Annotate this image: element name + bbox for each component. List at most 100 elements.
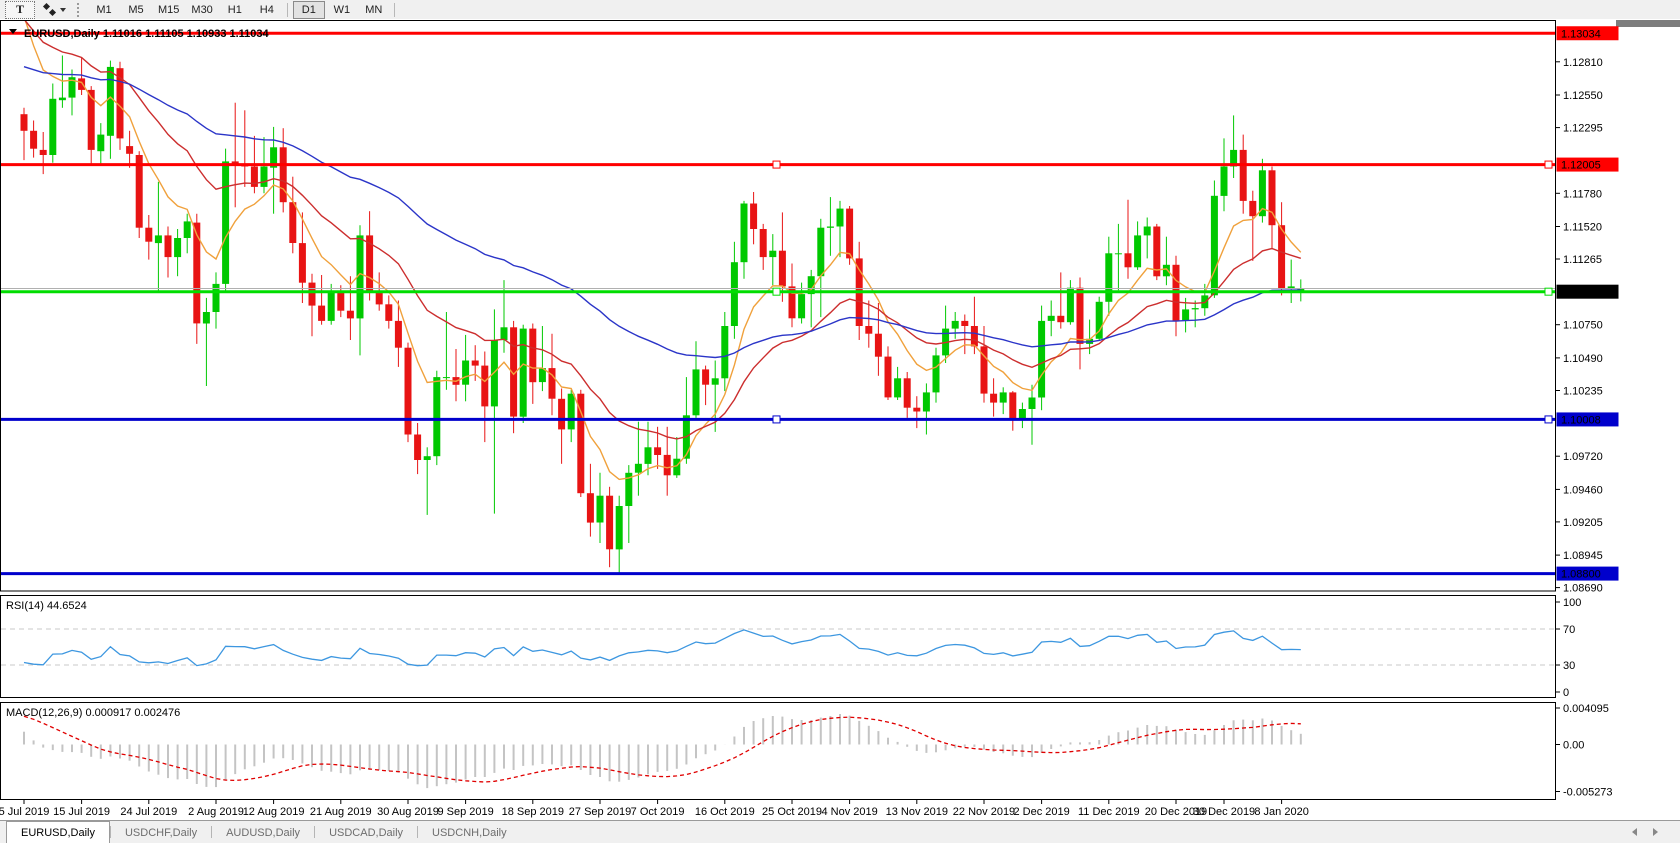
- toolbar: T M1 M5 M15 M30 H1 H4 D1 W1 MN: [0, 0, 1680, 19]
- date-axis-label: 13 Nov 2019: [886, 806, 948, 818]
- main-chart-panel[interactable]: [0, 20, 1556, 592]
- tab-scroll-right-icon[interactable]: [1653, 828, 1658, 836]
- macd-label: MACD(12,26,9) 0.000917 0.002476: [6, 707, 180, 719]
- moving-average-lines: [23, 21, 1302, 481]
- candlestick-series: [20, 55, 1305, 575]
- date-axis-label: 5 Jul 2019: [0, 806, 49, 818]
- price-scale-label: 1.10490: [1563, 353, 1603, 365]
- hline-handle: [1544, 160, 1553, 169]
- hline-handle: [772, 415, 781, 424]
- price-tag: [1556, 566, 1619, 581]
- toolbar-grip[interactable]: [77, 2, 83, 17]
- timeframe-button-m1[interactable]: M1: [96, 3, 112, 16]
- hline-handle: [1544, 287, 1553, 296]
- timeframe-button-m5[interactable]: M5: [128, 3, 144, 16]
- timeframe-toolbar: M1 M5 M15 M30 H1 H4 D1 W1 MN: [89, 0, 398, 19]
- rsi-scale-label: 30: [1563, 660, 1575, 672]
- macd-indicator: [23, 714, 1302, 789]
- arrows-icon: [42, 2, 57, 16]
- timeframe-button-mn[interactable]: MN: [365, 3, 383, 16]
- rsi-scale-label: 70: [1563, 624, 1575, 636]
- timeframe-button-h4[interactable]: H4: [259, 3, 274, 16]
- price-scale-label: 1.08945: [1563, 550, 1603, 562]
- price-scale-label: 1.12810: [1563, 57, 1603, 69]
- arrows-tool-dropdown[interactable]: [38, 2, 71, 18]
- price-scale-label: 1.09205: [1563, 517, 1603, 529]
- price-scale-label: 1.10235: [1563, 386, 1603, 398]
- tab-scroll-left-icon[interactable]: [1632, 828, 1637, 836]
- date-axis-label: 27 Sep 2019: [569, 806, 631, 818]
- window-decor-block: [1616, 20, 1680, 27]
- price-tag-label: 1.08800: [1561, 569, 1601, 581]
- date-axis-label: 20 Dec 2019: [1145, 806, 1207, 818]
- rsi-line: [23, 629, 1301, 667]
- price-scale-label: 1.09460: [1563, 484, 1603, 496]
- tab-usdcad[interactable]: USDCAD,Daily: [329, 827, 404, 839]
- timeframe-button-w1[interactable]: W1: [333, 3, 351, 16]
- date-axis-label: 21 Aug 2019: [310, 806, 372, 818]
- rsi-scale-label: 0: [1563, 687, 1569, 699]
- date-axis-label: 11 Dec 2019: [1078, 806, 1140, 818]
- hline-drag-handles[interactable]: [772, 160, 1553, 424]
- macd-signal-line: [23, 715, 1301, 783]
- ma-slow-line: [23, 66, 1301, 359]
- rsi-indicator: [1, 628, 1555, 667]
- price-tag: [1556, 157, 1619, 172]
- one-click-trading-arrow[interactable]: [9, 29, 17, 34]
- tab-usdcnh[interactable]: USDCNH,Daily: [432, 827, 507, 839]
- tab-scroll-arrows: [1632, 821, 1658, 843]
- price-scale-label: 1.08690: [1563, 583, 1603, 595]
- price-tag: [1556, 412, 1619, 427]
- price-scale-label: 1.11265: [1563, 254, 1602, 266]
- macd-scale[interactable]: 0.004095 0.00 -0.005273: [1556, 703, 1613, 799]
- date-axis-label: 30 Aug 2019: [377, 806, 439, 818]
- tab-separator: [211, 826, 213, 838]
- price-scale-label: 1.10750: [1563, 320, 1603, 332]
- hline-handle: [1544, 415, 1553, 424]
- hline-handle: [772, 160, 781, 169]
- date-axis-label: 2 Dec 2019: [1013, 806, 1069, 818]
- price-tag: [1556, 284, 1619, 299]
- price-tag-label: 1.12005: [1561, 160, 1601, 172]
- ma-fast-line: [24, 21, 1302, 481]
- timeframe-button-d1[interactable]: D1: [292, 0, 325, 19]
- ma-medium-line: [24, 21, 1302, 440]
- chart-title: EURUSD,Daily 1.11016 1.11105 1.10933 1.1…: [24, 28, 270, 40]
- rsi-label: RSI(14) 44.6524: [6, 600, 87, 612]
- date-axis-label: 2 Aug 2019: [188, 806, 244, 818]
- price-tag-label: 1.10008: [1561, 414, 1601, 426]
- toolbar-separator: [393, 2, 395, 17]
- price-tag-label: 1.11009: [1561, 287, 1600, 299]
- toolbar-separator: [286, 2, 288, 17]
- tabs-container: EURUSD,Daily USDCHF,Daily AUDUSD,Daily USDC…: [0, 821, 521, 843]
- macd-scale-label: -0.005273: [1563, 787, 1613, 799]
- price-scale[interactable]: 1.13034 1.12005 1.11009 1.10008 1.08800 1.128…: [1556, 26, 1619, 595]
- date-axis-label: 12 Aug 2019: [243, 806, 305, 818]
- tab-separator: [417, 826, 419, 838]
- tab-separator: [109, 826, 111, 838]
- date-axis-label: 24 Jul 2019: [120, 806, 177, 818]
- tab-audusd[interactable]: AUDUSD,Daily: [226, 827, 301, 839]
- date-axis-label: 25 Oct 2019: [762, 806, 822, 818]
- tab-eurusd[interactable]: EURUSD,Daily: [6, 821, 110, 843]
- date-axis-label: 4 Nov 2019: [821, 806, 877, 818]
- tab-usdchf[interactable]: USDCHF,Daily: [124, 827, 198, 839]
- macd-scale-label: 0.004095: [1563, 703, 1609, 715]
- rsi-scale[interactable]: 100 70 30 0: [1556, 597, 1581, 699]
- price-scale-label: 1.12550: [1563, 90, 1603, 102]
- date-axis-label: 7 Oct 2019: [631, 806, 685, 818]
- macd-panel[interactable]: [0, 702, 1556, 800]
- timeframe-button-m15[interactable]: M15: [158, 3, 180, 16]
- price-tag: [1556, 26, 1619, 41]
- tab-separator: [314, 826, 316, 838]
- date-axis-label: 15 Jul 2019: [53, 806, 110, 818]
- date-axis[interactable]: 5 Jul 2019 15 Jul 2019 24 Jul 2019 2 Aug 20…: [0, 800, 1309, 818]
- price-scale-label: 1.12295: [1563, 123, 1603, 135]
- text-tool-button[interactable]: T: [5, 0, 35, 19]
- rsi-panel[interactable]: [0, 595, 1556, 698]
- chevron-down-icon: [60, 7, 66, 12]
- timeframe-button-h1[interactable]: H1: [227, 3, 242, 16]
- timeframe-button-m30[interactable]: M30: [191, 3, 213, 16]
